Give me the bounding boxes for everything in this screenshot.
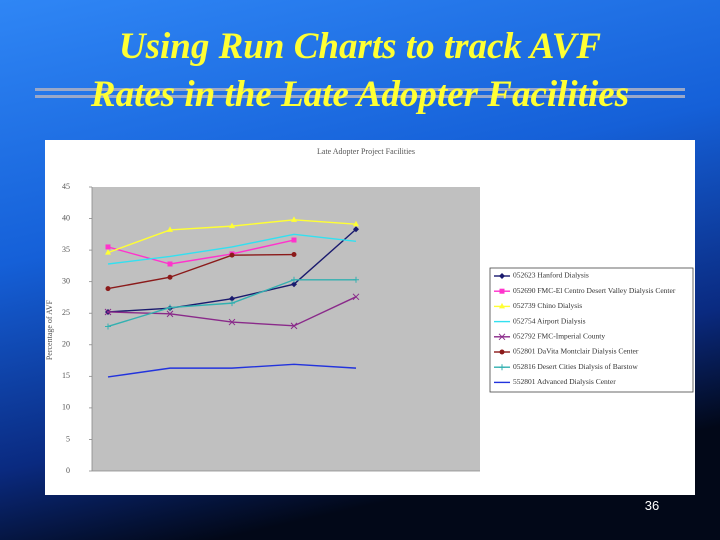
point — [105, 286, 111, 292]
y-tick-label: 35 — [62, 245, 70, 254]
y-tick-label: 30 — [62, 276, 70, 285]
legend-label: 052801 DaVita Montclair Dialysis Center — [513, 347, 639, 356]
point — [229, 295, 235, 302]
y-tick-label: 15 — [62, 371, 70, 380]
point — [167, 226, 173, 232]
series-line — [107, 239, 295, 265]
point — [353, 220, 359, 227]
legend-marker — [498, 333, 506, 341]
point — [105, 244, 111, 250]
legend-label: 052792 FMC-Imperial County — [513, 332, 605, 341]
point — [167, 261, 173, 267]
point — [291, 281, 297, 288]
series-line — [107, 233, 357, 265]
legend-marker — [499, 364, 505, 371]
point — [105, 249, 111, 255]
title-rule — [35, 88, 685, 91]
legend-marker — [499, 288, 505, 294]
point — [291, 252, 297, 258]
y-tick-label: 5 — [66, 434, 70, 443]
title-rule — [35, 95, 685, 98]
point — [105, 323, 111, 330]
y-axis-label: Percentage of AVF — [45, 299, 54, 360]
y-tick-label: 10 — [62, 403, 70, 412]
point — [291, 237, 297, 243]
point — [167, 304, 173, 311]
y-tick-label: 20 — [62, 340, 70, 349]
slide-title: Rates in the Late Adopter Facilities — [90, 74, 629, 115]
legend-marker — [499, 273, 505, 279]
plot-area — [92, 187, 480, 471]
legend-label: 052623 Hanford Dialysis — [513, 271, 589, 280]
legend-box — [489, 267, 694, 393]
point — [104, 308, 112, 316]
legend-label: 052739 Chino Dialysis — [513, 301, 582, 310]
legend-label: 552801 Advanced Dialysis Center — [513, 377, 616, 386]
legend-label: 052816 Desert Cities Dialysis of Barstow — [513, 362, 638, 371]
point — [229, 300, 235, 307]
y-tick-label: 45 — [62, 182, 70, 191]
point — [166, 310, 174, 318]
y-tick-label: 40 — [62, 213, 70, 222]
legend-marker — [499, 349, 505, 355]
point — [353, 226, 359, 233]
slide-title: Using Run Charts to track AVF — [119, 26, 602, 67]
y-tick-label: 0 — [66, 466, 70, 475]
point — [291, 276, 297, 283]
legend-marker — [499, 302, 505, 309]
series-line — [107, 253, 295, 290]
point — [228, 318, 236, 326]
point — [291, 216, 297, 222]
point — [290, 322, 298, 330]
legend-label: 052754 Airport Dialysis — [513, 316, 586, 325]
point — [229, 222, 235, 229]
point — [167, 274, 173, 280]
legend-label: 052690 FMC-El Centro Desert Valley Dialy… — [513, 286, 676, 295]
chart-title: Late Adopter Project Facilities — [317, 147, 415, 156]
series-line — [107, 363, 357, 378]
point — [352, 293, 360, 301]
point — [353, 276, 359, 283]
y-tick-label: 25 — [62, 308, 70, 317]
page-number: 36 — [645, 498, 659, 513]
point — [229, 252, 235, 258]
